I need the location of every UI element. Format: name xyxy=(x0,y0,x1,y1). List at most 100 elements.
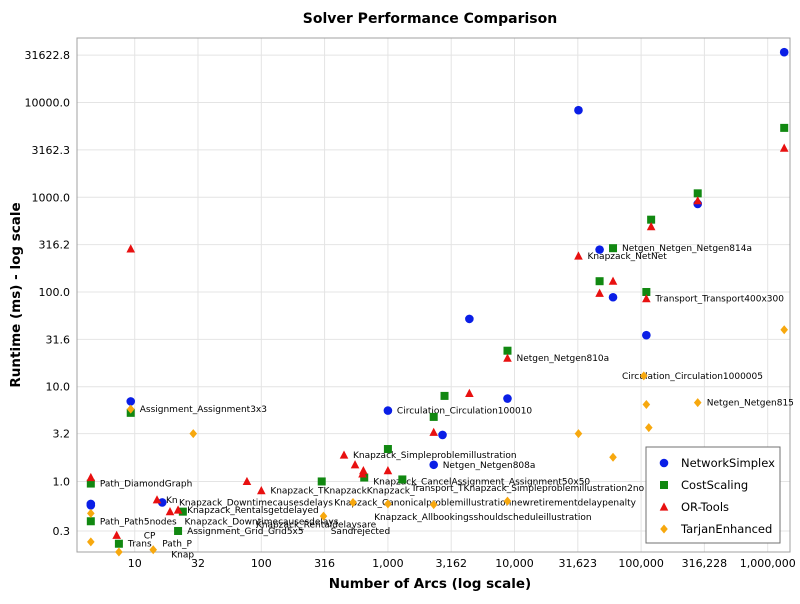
tarjanenhanced-point xyxy=(693,398,702,408)
tarjanenhanced-point xyxy=(642,399,651,409)
tarjanenhanced-point xyxy=(384,499,392,509)
costscaling-point xyxy=(178,507,187,516)
networksimplex-point xyxy=(779,47,789,57)
tarjanenhanced-point xyxy=(644,423,653,433)
legend-label-networksimplex: NetworkSimplex xyxy=(681,456,775,470)
or-tools-point xyxy=(350,460,360,469)
or-tools-point xyxy=(779,143,789,152)
point-annotation: Path_P xyxy=(162,540,192,550)
point-annotation: Netgen_Netgen810a xyxy=(516,354,609,364)
or-tools-point xyxy=(126,244,136,253)
legend: NetworkSimplex CostScaling OR-Tools TarjanE… xyxy=(645,446,781,544)
tarjanenhanced-point xyxy=(429,500,438,510)
point-annotation: Knap xyxy=(171,550,194,560)
point-annotation: Knapzack_Downtimecausesdelays xyxy=(179,498,333,508)
y-tick-label: 1000.0 xyxy=(32,191,71,204)
point-annotation: Knapzack_Simpleproblemillustration xyxy=(353,451,517,461)
networksimplex-point xyxy=(595,245,604,254)
networksimplex-point xyxy=(574,105,583,115)
or-tools-point xyxy=(646,222,656,231)
networksimplex-point xyxy=(86,501,96,510)
point-annotation: Knapzack_Rentaldelaysare xyxy=(256,521,377,531)
point-annotation: Circulation_Circulation1000005 xyxy=(622,372,763,382)
point-annotation: CP xyxy=(144,531,156,541)
or-tools-point xyxy=(503,353,512,362)
or-tools-point xyxy=(608,276,618,285)
or-tools-point xyxy=(242,476,252,486)
tarjanenhanced-point xyxy=(609,452,617,462)
point-annotation: Trans xyxy=(127,540,152,550)
tarjanenhanced-point xyxy=(574,429,583,439)
point-annotation: Knapzack_Downtimecausesdelays xyxy=(185,517,339,527)
legend-marker-or-tools xyxy=(659,502,669,511)
point-annotation: Transport_Transport400x300 xyxy=(654,295,784,305)
x-tick-label: 10,000 xyxy=(495,557,534,570)
legend-marker-tarjanenhanced xyxy=(660,524,668,534)
legend-marker-costscaling xyxy=(660,481,668,489)
costscaling-point xyxy=(440,391,449,400)
or-tools-point xyxy=(465,388,474,398)
legend-box xyxy=(645,446,781,544)
point-annotation: Netgen_Netgen808a xyxy=(443,461,536,471)
or-tools-point xyxy=(112,530,121,539)
point-annotation: Kn xyxy=(166,496,178,506)
x-tick-label: 1,000 xyxy=(372,557,404,570)
networksimplex-point xyxy=(383,406,393,415)
costscaling-point xyxy=(609,244,618,253)
costscaling-point xyxy=(398,475,407,484)
costscaling-point xyxy=(429,412,438,421)
tarjanenhanced-point xyxy=(639,371,648,381)
costscaling-point xyxy=(595,277,604,286)
x-tick-label: 316 xyxy=(314,557,335,570)
or-tools-point xyxy=(383,466,393,475)
data-points xyxy=(86,47,789,557)
tarjanenhanced-point xyxy=(319,511,328,521)
legend-label-costscaling: CostScaling xyxy=(681,478,748,492)
point-annotation: Knapzack_NetNet xyxy=(587,252,667,262)
tarjanenhanced-point xyxy=(349,497,357,507)
costscaling-point xyxy=(114,539,123,548)
or-tools-point xyxy=(257,486,266,495)
or-tools-point xyxy=(339,450,349,459)
or-tools-point xyxy=(152,495,162,504)
networksimplex-point xyxy=(126,397,136,406)
costscaling-point xyxy=(174,526,183,535)
legend-label-or-tools: OR-Tools xyxy=(681,500,729,514)
plot-frame xyxy=(76,37,791,553)
costscaling-point xyxy=(86,479,95,488)
costscaling-point xyxy=(647,215,656,224)
y-tick-label: 1.0 xyxy=(53,475,71,488)
point-annotation: Assignment_Grid_Grid5x5 xyxy=(187,527,304,537)
tarjanenhanced-point xyxy=(189,429,198,439)
tarjanenhanced-point xyxy=(87,508,95,518)
y-tick-label: 3.2 xyxy=(53,428,71,441)
legend-label-tarjanenhanced: TarjanEnhanced xyxy=(680,522,772,536)
costscaling-point xyxy=(317,477,326,486)
point-annotation: Netgen_Netgen815 xyxy=(707,399,794,409)
y-tick-label: 100.0 xyxy=(39,286,71,299)
chart-title: Solver Performance Comparison xyxy=(303,11,557,27)
legend-marker-networksimplex xyxy=(659,458,669,468)
networksimplex-point xyxy=(642,330,651,340)
costscaling-point xyxy=(780,123,789,132)
y-tick-label: 31622.8 xyxy=(25,49,71,62)
networksimplex-point xyxy=(157,498,167,507)
point-annotations: Assignment_Assignment3x3 Path_DiamondGrap… xyxy=(100,244,794,560)
or-tools-point xyxy=(642,294,651,303)
point-annotation: Knapzack_Rentalsgetdelayed xyxy=(187,506,319,516)
costscaling-point xyxy=(642,287,651,296)
or-tools-point xyxy=(693,196,703,205)
point-annotation: Assignment_Assignment3x3 xyxy=(140,405,267,415)
or-tools-point xyxy=(574,251,583,260)
point-annotation: Knapzack_Canonicalproblemillustrationnew… xyxy=(334,498,636,508)
or-tools-point xyxy=(173,505,183,514)
point-annotation: Circulation_Circulation100010 xyxy=(397,407,533,417)
axis-ticks: 10 32 100 316 1,000 3,162 10,000 31,623 100,000 3… xyxy=(25,49,796,570)
networksimplex-point xyxy=(608,292,618,302)
x-axis-label: Number of Arcs (log scale) xyxy=(329,576,531,592)
x-tick-label: 1,000,000 xyxy=(740,557,796,570)
costscaling-point xyxy=(693,189,702,198)
costscaling-point xyxy=(383,445,392,454)
networksimplex-point xyxy=(465,314,474,324)
